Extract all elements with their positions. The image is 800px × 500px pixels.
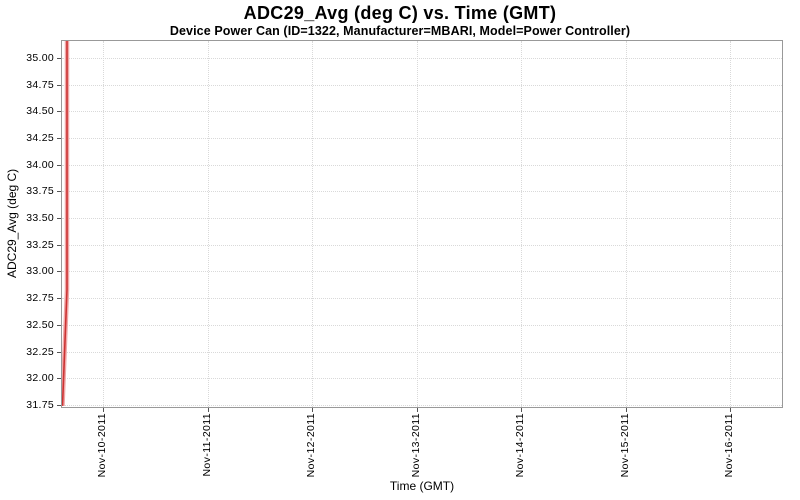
x-tick-mark: [312, 408, 314, 412]
y-tick-mark: [57, 378, 61, 380]
y-gridline: [62, 404, 782, 406]
x-tick-label: Nov-10-2011: [96, 413, 109, 478]
y-tick-label: 33.50: [26, 212, 54, 225]
y-tick-label: 32.25: [26, 345, 54, 358]
y-gridline: [62, 271, 782, 273]
y-tick-mark: [57, 271, 61, 273]
y-tick-label: 32.00: [26, 372, 54, 385]
y-tick-mark: [57, 84, 61, 86]
y-tick-mark: [57, 191, 61, 193]
y-tick-label: 33.00: [26, 265, 54, 278]
y-tick-mark: [57, 111, 61, 113]
y-tick-mark: [57, 324, 61, 326]
plot-area: [61, 40, 783, 408]
x-tick-mark: [521, 408, 523, 412]
x-tick-mark: [625, 408, 627, 412]
x-tick-mark: [730, 408, 732, 412]
x-gridline: [312, 41, 314, 407]
x-tick-label: Nov-13-2011: [409, 413, 422, 478]
y-tick-mark: [57, 164, 61, 166]
chart-subtitle: Device Power Can (ID=1322, Manufacturer=…: [169, 24, 631, 38]
y-gridline: [62, 164, 782, 166]
y-tick-mark: [57, 351, 61, 353]
y-tick-label: 34.00: [26, 158, 54, 171]
y-tick-mark: [57, 218, 61, 220]
y-gridline: [62, 324, 782, 326]
x-tick-mark: [207, 408, 209, 412]
y-tick-mark: [57, 244, 61, 246]
y-tick-mark: [57, 298, 61, 300]
x-gridline: [207, 41, 209, 407]
y-tick-label: 32.50: [26, 318, 54, 331]
y-tick-label: 35.00: [26, 52, 54, 65]
y-tick-label: 34.25: [26, 132, 54, 145]
chart-title: ADC29_Avg (deg C) vs. Time (GMT): [243, 3, 557, 23]
y-gridline: [62, 378, 782, 380]
x-tick-label: Nov-16-2011: [723, 413, 736, 478]
y-gridline: [62, 58, 782, 60]
y-tick-label: 34.75: [26, 78, 54, 91]
y-gridline: [62, 84, 782, 86]
x-tick-mark: [416, 408, 418, 412]
y-tick-label: 34.50: [26, 105, 54, 118]
y-tick-label: 33.25: [26, 238, 54, 251]
series-svg: [62, 41, 70, 406]
x-gridline: [416, 41, 418, 407]
y-tick-label: 33.75: [26, 185, 54, 198]
x-tick-label: Nov-15-2011: [618, 413, 631, 478]
y-gridline: [62, 244, 782, 246]
series-line: [62, 41, 68, 406]
x-gridline: [103, 41, 105, 407]
x-tick-label: Nov-12-2011: [305, 413, 318, 478]
y-gridline: [62, 351, 782, 353]
y-tick-mark: [57, 58, 61, 60]
y-gridline: [62, 298, 782, 300]
y-tick-label: 31.75: [26, 398, 54, 411]
y-gridline: [62, 218, 782, 220]
y-gridline: [62, 191, 782, 193]
x-gridline: [521, 41, 523, 407]
x-tick-label: Nov-11-2011: [200, 413, 213, 477]
x-axis-label: Time (GMT): [389, 479, 455, 493]
x-tick-mark: [103, 408, 105, 412]
x-tick-label: Nov-14-2011: [514, 413, 527, 478]
x-gridline: [730, 41, 732, 407]
y-tick-label: 32.75: [26, 292, 54, 305]
x-gridline: [625, 41, 627, 407]
y-gridline: [62, 111, 782, 113]
y-tick-mark: [57, 138, 61, 140]
y-tick-mark: [57, 404, 61, 406]
y-gridline: [62, 138, 782, 140]
